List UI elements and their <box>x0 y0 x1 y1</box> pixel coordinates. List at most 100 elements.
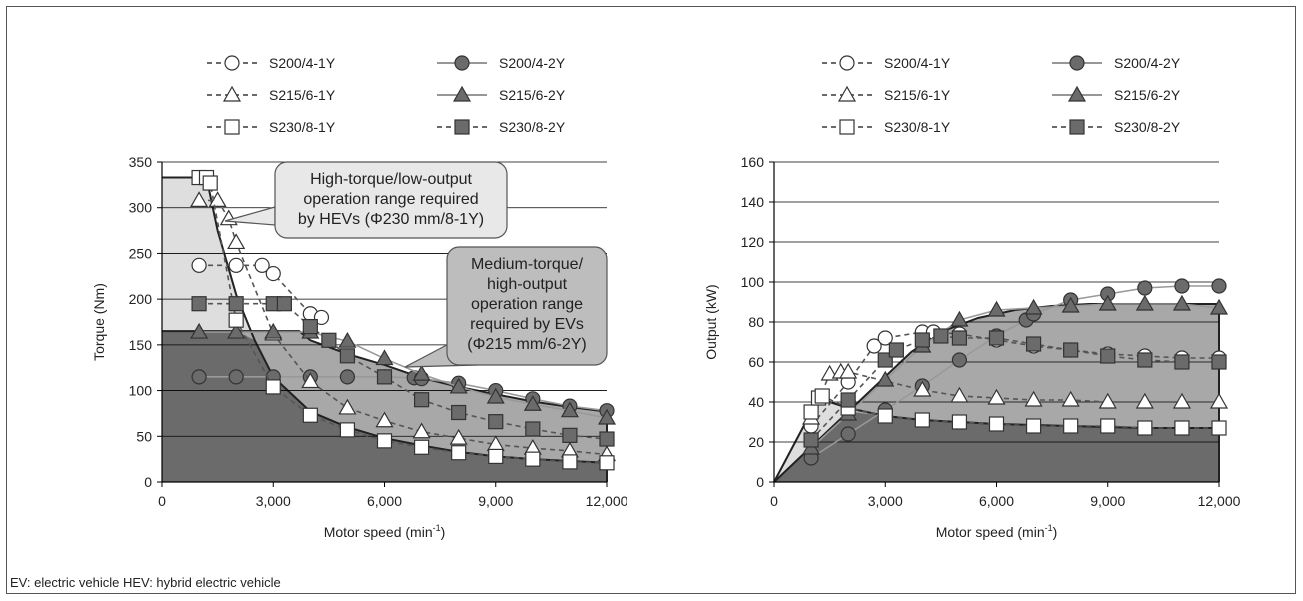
data-point <box>451 445 467 461</box>
data-point <box>413 439 430 455</box>
legend-marker <box>454 119 470 135</box>
data-point <box>1063 418 1079 434</box>
data-point <box>191 369 207 385</box>
data-point <box>202 175 218 191</box>
data-point <box>1172 294 1191 311</box>
data-point <box>951 414 968 430</box>
data-point <box>488 414 504 430</box>
data-point <box>321 332 337 348</box>
data-point <box>987 300 1006 317</box>
data-point <box>486 387 505 404</box>
data-point <box>190 322 209 339</box>
legend-marker <box>452 85 472 102</box>
data-point <box>1137 420 1153 436</box>
data-point <box>951 330 968 346</box>
data-point <box>449 377 468 394</box>
series-line <box>199 331 608 419</box>
data-point <box>913 380 932 397</box>
x-axis-label-main: Motor speed (min <box>324 524 433 540</box>
series-line <box>199 199 608 456</box>
data-point <box>265 379 281 395</box>
x-tick-label: 9,000 <box>478 493 513 509</box>
data-point <box>228 296 244 312</box>
y-tick-label: 350 <box>129 154 153 170</box>
data-point <box>950 386 969 403</box>
y-tick-label: 100 <box>129 383 153 399</box>
callout-text: operation range <box>471 296 583 313</box>
x-tick-label: 12,000 <box>586 493 627 509</box>
data-point <box>376 433 393 449</box>
data-point <box>191 257 207 273</box>
y-tick-label: 200 <box>129 291 153 307</box>
legend-marker <box>1069 119 1085 135</box>
y-axis-label: Torque (Nm) <box>91 283 107 361</box>
x-axis-label-sup: -1 <box>1045 523 1053 533</box>
x-tick-label: 6,000 <box>367 493 402 509</box>
data-point <box>1172 392 1191 409</box>
data-point <box>339 369 356 385</box>
data-point <box>1137 280 1153 296</box>
data-point <box>560 401 579 418</box>
data-point <box>1098 294 1117 311</box>
data-point <box>339 348 356 364</box>
data-point <box>302 318 318 335</box>
data-point <box>1211 420 1227 436</box>
legend-label: S215/6-2Y <box>499 87 566 103</box>
legend-marker <box>839 119 855 135</box>
x-axis-label-end: ) <box>441 524 446 540</box>
y-tick-label: 40 <box>748 394 764 410</box>
x-axis-label: Motor speed (min-1) <box>324 523 446 540</box>
data-point <box>191 296 207 312</box>
x-axis-label-sup: -1 <box>433 523 441 533</box>
series-s230-8-1y <box>803 388 1227 436</box>
data-point <box>412 422 431 439</box>
x-tick-label: 0 <box>158 493 166 509</box>
legend-label: S230/8-2Y <box>499 119 566 135</box>
legend-marker <box>224 119 240 135</box>
series-s230-8-2y <box>803 328 1227 448</box>
data-point <box>1209 392 1229 409</box>
data-point <box>375 349 394 366</box>
y-tick-label: 60 <box>748 354 764 370</box>
callout-box <box>274 161 508 239</box>
data-point <box>814 388 830 404</box>
data-point <box>449 428 468 445</box>
legend-marker <box>839 55 855 71</box>
callout-text: Medium-torque/ <box>471 256 584 273</box>
torque-chart: S200/4-1Y S200/4-2Y S215/6-1Y S215/6-2Y S230… <box>91 55 627 540</box>
legend-marker <box>1069 55 1085 71</box>
legend-label: S230/8-2Y <box>1114 119 1181 135</box>
series-s200-4-1y <box>191 257 330 326</box>
data-point <box>803 404 819 420</box>
data-point <box>914 412 930 428</box>
data-point <box>599 431 615 447</box>
data-point <box>840 426 856 442</box>
data-point <box>1061 390 1080 407</box>
data-point <box>951 352 968 368</box>
data-point <box>1098 392 1117 409</box>
y-tick-label: 140 <box>741 194 765 210</box>
legend-label: S215/6-2Y <box>1114 87 1181 103</box>
data-point <box>451 404 467 421</box>
data-point <box>265 265 281 282</box>
data-point <box>1211 278 1227 294</box>
data-point <box>302 407 318 423</box>
data-point <box>950 310 969 327</box>
data-point <box>914 332 930 348</box>
data-point <box>803 432 819 448</box>
y-tick-label: 250 <box>129 245 153 261</box>
x-tick-label: 3,000 <box>256 493 291 509</box>
data-point <box>1174 354 1190 370</box>
data-point <box>562 427 578 443</box>
y-tick-label: 160 <box>741 154 765 170</box>
y-tick-label: 150 <box>129 337 153 353</box>
data-point <box>1100 348 1116 364</box>
data-point <box>412 364 431 381</box>
data-point <box>227 233 246 250</box>
callout-text: by HEVs (Φ230 mm/8-1Y) <box>298 211 484 228</box>
data-point <box>523 395 542 411</box>
y-tick-label: 100 <box>741 274 765 290</box>
legend-marker <box>1067 85 1087 102</box>
x-axis-label-main: Motor speed (min <box>936 524 1045 540</box>
figure-frame: S200/4-1Y S200/4-2Y S215/6-1Y S215/6-2Y S230… <box>6 6 1296 594</box>
